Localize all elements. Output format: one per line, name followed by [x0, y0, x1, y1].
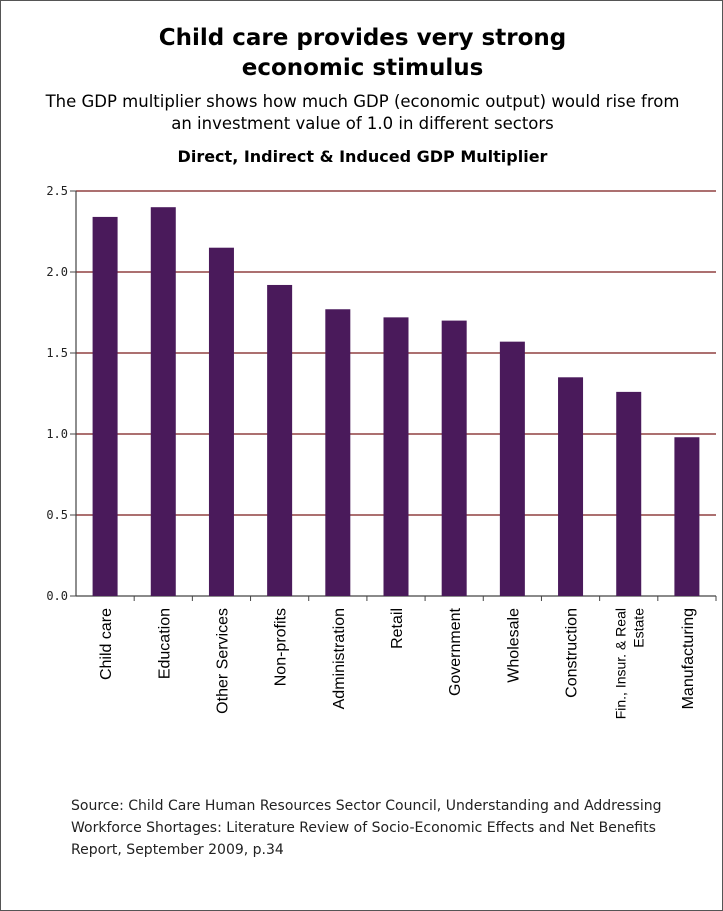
- bar: [208, 247, 234, 596]
- bar: [499, 341, 525, 596]
- category-label: Government: [447, 607, 464, 696]
- y-tick-label: 2.0: [46, 265, 68, 279]
- bar: [383, 317, 409, 596]
- bar: [325, 309, 351, 596]
- title-line-2: economic stimulus: [241, 55, 484, 81]
- category-label: Other Services: [214, 608, 231, 714]
- y-tick-label: 1.0: [46, 427, 68, 441]
- bar: [441, 320, 467, 596]
- category-label: Estate: [631, 608, 647, 648]
- bar: [558, 377, 584, 596]
- category-label: Child care: [98, 608, 115, 680]
- y-tick-label: 1.5: [46, 346, 68, 360]
- category-label: Education: [156, 608, 173, 679]
- category-label: Wholesale: [505, 608, 522, 683]
- category-label: Construction: [564, 608, 581, 698]
- category-label: Fin., Insur. & Real: [613, 608, 629, 719]
- chart-subtitle: The GDP multiplier shows how much GDP (e…: [45, 92, 680, 133]
- y-tick-label: 0.0: [46, 589, 68, 603]
- source-note: Source: Child Care Human Resources Secto…: [71, 798, 662, 858]
- bar: [616, 391, 642, 596]
- y-tick-label: 0.5: [46, 508, 68, 522]
- bar: [92, 216, 118, 597]
- title-line-1: Child care provides very strong: [158, 25, 567, 51]
- bar: [267, 284, 293, 596]
- y-tick-label: 2.5: [46, 184, 68, 198]
- bar: [674, 437, 700, 596]
- category-label: Non-profits: [273, 608, 290, 686]
- chart-title: Child care provides very strong economic…: [1, 23, 723, 83]
- bar-chart: 0.0 0.5 1.0 1.5 2.0 2.5 Child care Education Oth…: [46, 184, 717, 719]
- category-label: Administration: [331, 608, 348, 709]
- bar: [150, 207, 176, 596]
- plot-title: Direct, Indirect & Induced GDP Multiplie…: [177, 147, 548, 166]
- category-label: Manufacturing: [680, 608, 697, 709]
- category-label: Retail: [389, 608, 406, 649]
